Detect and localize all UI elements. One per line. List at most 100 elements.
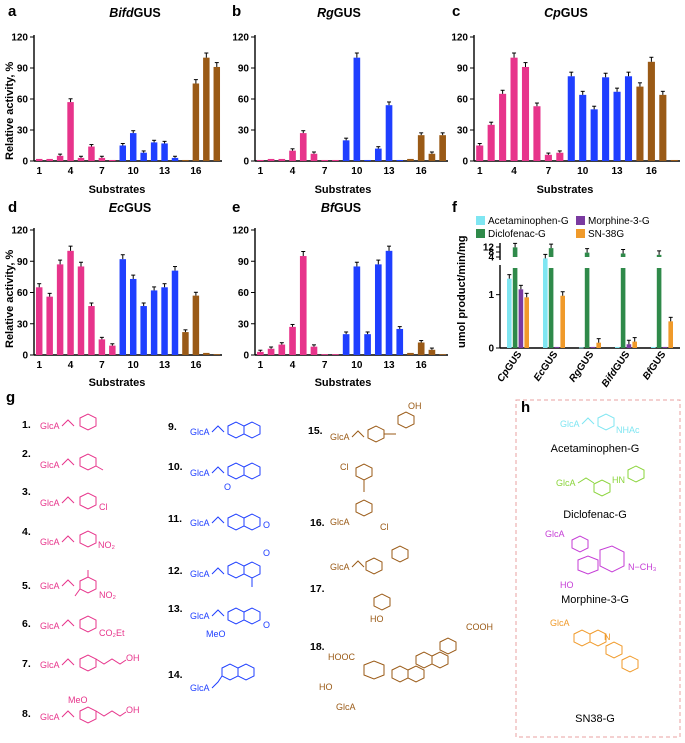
compound-6: 6. GlcA CO₂Et <box>22 615 125 638</box>
glca-label: GlcA <box>330 432 350 442</box>
bar <box>213 66 221 161</box>
glca-label: GlcA <box>330 517 350 527</box>
glca-label: GlcA <box>190 468 210 478</box>
bar <box>342 140 350 161</box>
x-tick-label: 1 <box>36 166 42 177</box>
substituent-label: N <box>604 632 611 642</box>
aromatic-ring <box>571 535 589 553</box>
substituent-label: OH <box>126 705 140 715</box>
chart-b: 0 30 60 90 120 1 4 7 10 13 16 <box>232 33 448 177</box>
cyclohexene-ring <box>577 555 599 575</box>
glca-label: GlcA <box>40 581 60 591</box>
x-tick-label: 4 <box>68 360 74 371</box>
dichlorophenyl-ring <box>627 465 645 483</box>
glca-label: GlcA <box>556 478 576 488</box>
xlabel-b: Substrates <box>315 184 372 196</box>
glca-label: GlcA <box>560 419 580 429</box>
bar <box>353 266 361 355</box>
linker-bond <box>61 619 75 627</box>
glca-label: GlcA <box>190 518 210 528</box>
compound-14: 14. GlcA <box>168 663 255 693</box>
linker-bond <box>211 675 223 689</box>
bar <box>487 124 495 161</box>
x-category-label: EcGUS <box>532 349 561 383</box>
substituent-label: O <box>263 548 270 558</box>
bar <box>213 354 221 355</box>
glca-label: GlcA <box>40 621 60 631</box>
compound-number: 10. <box>168 461 183 473</box>
glca-label: GlcA <box>336 702 356 712</box>
bar <box>407 158 414 161</box>
x-tick-label: 13 <box>383 360 395 371</box>
x-tick-label: 7 <box>546 166 552 177</box>
compound-number: 11. <box>168 513 182 525</box>
glca-label: GlcA <box>40 537 60 547</box>
bar <box>396 328 404 355</box>
category-suffix: GUS <box>575 349 597 373</box>
compound-11: 11. GlcA O <box>168 513 270 531</box>
ylabel-a: Relative activity, % <box>4 62 16 160</box>
y-tick-label: 90 <box>17 64 29 75</box>
benzene-ring <box>593 479 611 497</box>
linker-bond <box>351 430 365 438</box>
panel-h-border <box>515 399 681 738</box>
compound-name: Morphine-3-G <box>561 594 629 606</box>
bar <box>299 133 307 161</box>
substituent-label-2: HO <box>560 580 574 590</box>
y-tick-label: 120 <box>11 226 28 237</box>
bar <box>510 57 518 161</box>
naphthalene-ring-1 <box>221 663 239 681</box>
bar <box>602 77 610 161</box>
benzene-ring <box>243 462 261 480</box>
substituent-label-3: HO <box>319 682 333 692</box>
bar <box>579 347 584 349</box>
bar <box>150 290 158 355</box>
bar <box>428 153 436 161</box>
x-category-label: CpGUS <box>495 349 524 384</box>
naphthalene-ring-1 <box>227 421 245 439</box>
bar <box>567 76 575 161</box>
bar <box>439 354 446 355</box>
compound-2: 2. GlcA <box>22 448 104 471</box>
substituent-label: Cl <box>99 502 108 512</box>
bar <box>140 306 147 355</box>
bar <box>88 306 95 355</box>
compound-5: 5. GlcA NO₂ <box>22 570 117 600</box>
bar <box>77 157 85 161</box>
bar <box>353 57 361 161</box>
bar-upper <box>548 248 554 257</box>
quinoline-ring-2 <box>589 629 607 647</box>
x-category-label: BifdGUS <box>600 349 633 389</box>
compound-12: 12. GlcA O <box>168 548 270 587</box>
legend-label-morphine: Morphine-3-G <box>588 216 650 227</box>
compound-number: 9. <box>168 421 177 433</box>
bar <box>310 346 318 355</box>
dichlorophenyl-ring <box>355 499 373 517</box>
bar <box>544 154 552 161</box>
bar <box>596 342 601 348</box>
bar <box>518 289 524 348</box>
compound-17: 17. GlcA HO <box>310 545 409 624</box>
benzene-ring <box>79 413 97 431</box>
pyranone-ring <box>243 561 261 579</box>
bar <box>171 270 179 355</box>
benzene-ring <box>79 453 97 471</box>
bar <box>56 155 64 161</box>
x-tick-label: 4 <box>290 360 296 371</box>
piperidine-ring <box>599 545 625 573</box>
x-tick-label: 10 <box>577 166 589 177</box>
x-tick-label: 16 <box>416 166 428 177</box>
substituent-label: N−CH₃ <box>628 562 657 572</box>
y-tick-label: 90 <box>238 64 250 75</box>
diclofenac-g-structure: GlcA HN Diclofenac-G <box>556 465 645 521</box>
sugar-ring <box>363 660 385 680</box>
x-tick-label: 1 <box>258 360 264 371</box>
x-tick-label: 7 <box>322 360 328 371</box>
substituent-label: OH <box>126 653 140 663</box>
compound-number: 3. <box>22 486 31 498</box>
glca-label: GlcA <box>40 421 60 431</box>
bar <box>257 351 264 355</box>
bar <box>670 159 678 161</box>
bar <box>299 256 307 355</box>
